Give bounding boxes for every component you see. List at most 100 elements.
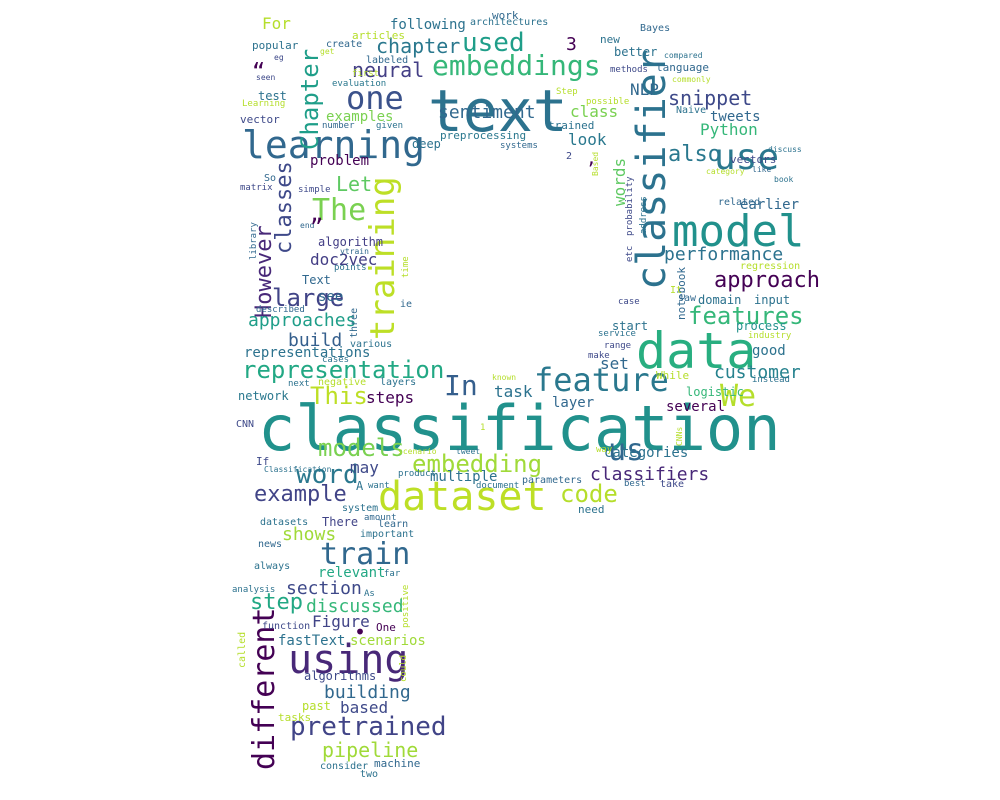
word: test <box>258 89 287 103</box>
word: dataset <box>378 474 547 520</box>
word: steps <box>366 388 415 407</box>
word: relevant <box>318 565 386 581</box>
word: customer <box>714 362 801 383</box>
word: task <box>494 382 533 401</box>
word: There <box>322 515 359 529</box>
word: address <box>639 196 649 234</box>
word: time <box>401 256 411 278</box>
word: shows <box>282 524 337 545</box>
word: could <box>399 654 409 682</box>
word: learn <box>378 519 409 530</box>
word: first <box>352 69 380 79</box>
word: layers <box>380 377 417 388</box>
word: building <box>324 682 411 703</box>
word: always <box>254 561 291 572</box>
word: parameters <box>522 475 583 486</box>
word: one <box>346 79 404 117</box>
word: tweets <box>710 109 761 125</box>
word: • <box>354 620 367 644</box>
word: range <box>604 341 632 351</box>
word: A <box>356 479 364 493</box>
word: If <box>256 455 270 468</box>
word: Classification <box>264 465 332 474</box>
word: representation <box>242 356 445 384</box>
word: „ <box>310 202 324 227</box>
word: embedding <box>412 450 543 478</box>
word: Chapter <box>296 48 324 150</box>
word: popular <box>252 39 299 52</box>
word: 1 <box>480 423 486 433</box>
word: make <box>588 351 610 361</box>
word: learning <box>242 123 426 167</box>
word: sentiment <box>438 102 536 123</box>
word: We <box>720 379 757 414</box>
word: best <box>624 479 646 489</box>
word: want <box>368 481 390 491</box>
word: pretrained <box>290 712 447 742</box>
word: language <box>656 61 709 74</box>
word: product <box>398 469 436 479</box>
word: example <box>254 482 347 507</box>
word: , <box>586 148 597 169</box>
word: network <box>238 389 289 403</box>
word: classes <box>272 161 297 254</box>
word: case <box>618 297 640 307</box>
word: way <box>596 445 613 455</box>
word: fastText <box>278 633 346 649</box>
word: 2 <box>566 151 573 162</box>
word: service <box>598 329 636 339</box>
word: classifiers <box>590 464 710 485</box>
word: word <box>296 460 359 490</box>
word: described <box>256 305 305 315</box>
word: called <box>237 631 248 668</box>
word: using <box>288 637 409 683</box>
word: see <box>318 289 344 305</box>
word: news <box>258 539 283 550</box>
word: systems <box>500 141 538 151</box>
word: embeddings <box>432 49 601 82</box>
word: data <box>636 322 757 380</box>
word: approaches <box>248 310 357 331</box>
word: far <box>384 569 401 579</box>
word: neural <box>352 58 425 82</box>
word: datasets <box>260 517 309 528</box>
word: based <box>340 698 389 717</box>
word: known <box>492 373 517 382</box>
word: algorithms <box>304 669 377 683</box>
word: function <box>262 621 311 632</box>
word: For <box>262 14 291 33</box>
word: etc <box>625 245 635 262</box>
word: used <box>462 28 525 58</box>
word: classification <box>258 392 781 465</box>
word: pipeline <box>322 738 419 762</box>
word: It <box>670 285 683 296</box>
word: compared <box>664 51 703 60</box>
word: Text <box>302 273 331 287</box>
word: earlier <box>740 197 800 213</box>
word: The <box>312 193 367 228</box>
word: start <box>612 319 649 333</box>
word: Learning <box>242 99 286 109</box>
word: look <box>568 130 607 149</box>
word: discussed <box>306 596 404 617</box>
word: system <box>342 503 379 514</box>
word: deep <box>412 137 441 151</box>
word: model <box>672 206 805 257</box>
word: tasks <box>278 711 312 724</box>
word: set <box>600 354 629 373</box>
word: domain <box>698 293 742 307</box>
word: commonly <box>672 75 711 84</box>
word: vectors <box>730 153 777 166</box>
word: good <box>752 343 786 359</box>
word: library <box>249 222 259 260</box>
word: ie <box>400 299 413 310</box>
word: NLP <box>630 80 659 99</box>
word: multiple <box>430 469 498 485</box>
word: input <box>754 293 791 307</box>
word: work <box>492 9 519 22</box>
word: consider <box>320 761 369 772</box>
word: process <box>736 319 787 333</box>
word: get <box>320 47 335 56</box>
word: ytrain <box>340 247 369 256</box>
